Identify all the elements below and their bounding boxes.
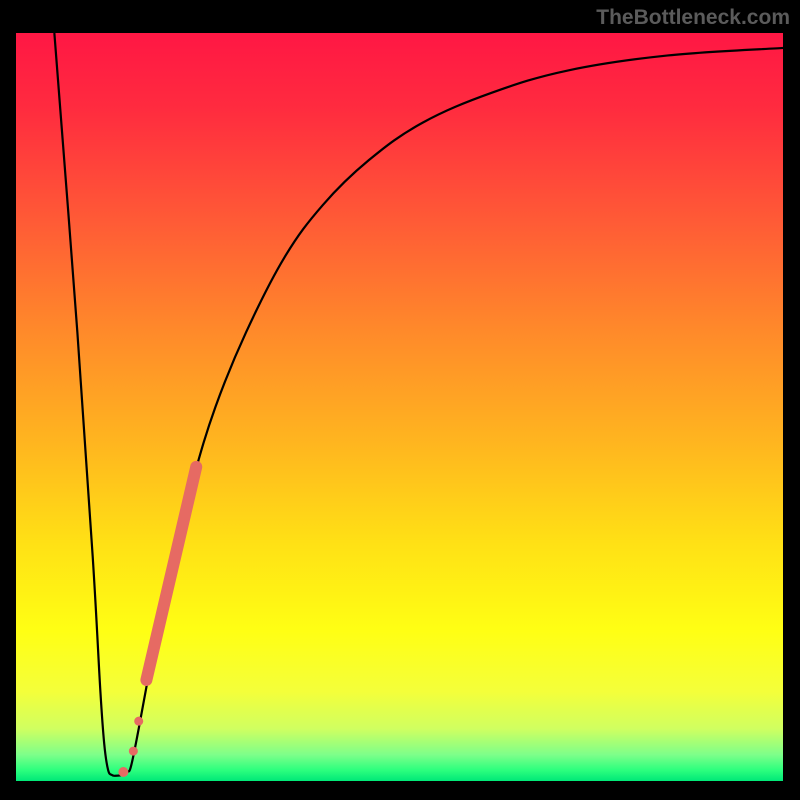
source-watermark: TheBottleneck.com bbox=[596, 6, 790, 30]
plot-area bbox=[16, 33, 783, 781]
highlight-dot bbox=[134, 717, 143, 726]
curve-layer bbox=[16, 33, 783, 781]
highlight-dot bbox=[118, 767, 128, 777]
highlight-dot bbox=[129, 747, 138, 756]
bottleneck-curve bbox=[54, 33, 783, 776]
highlight-segment bbox=[146, 467, 196, 680]
